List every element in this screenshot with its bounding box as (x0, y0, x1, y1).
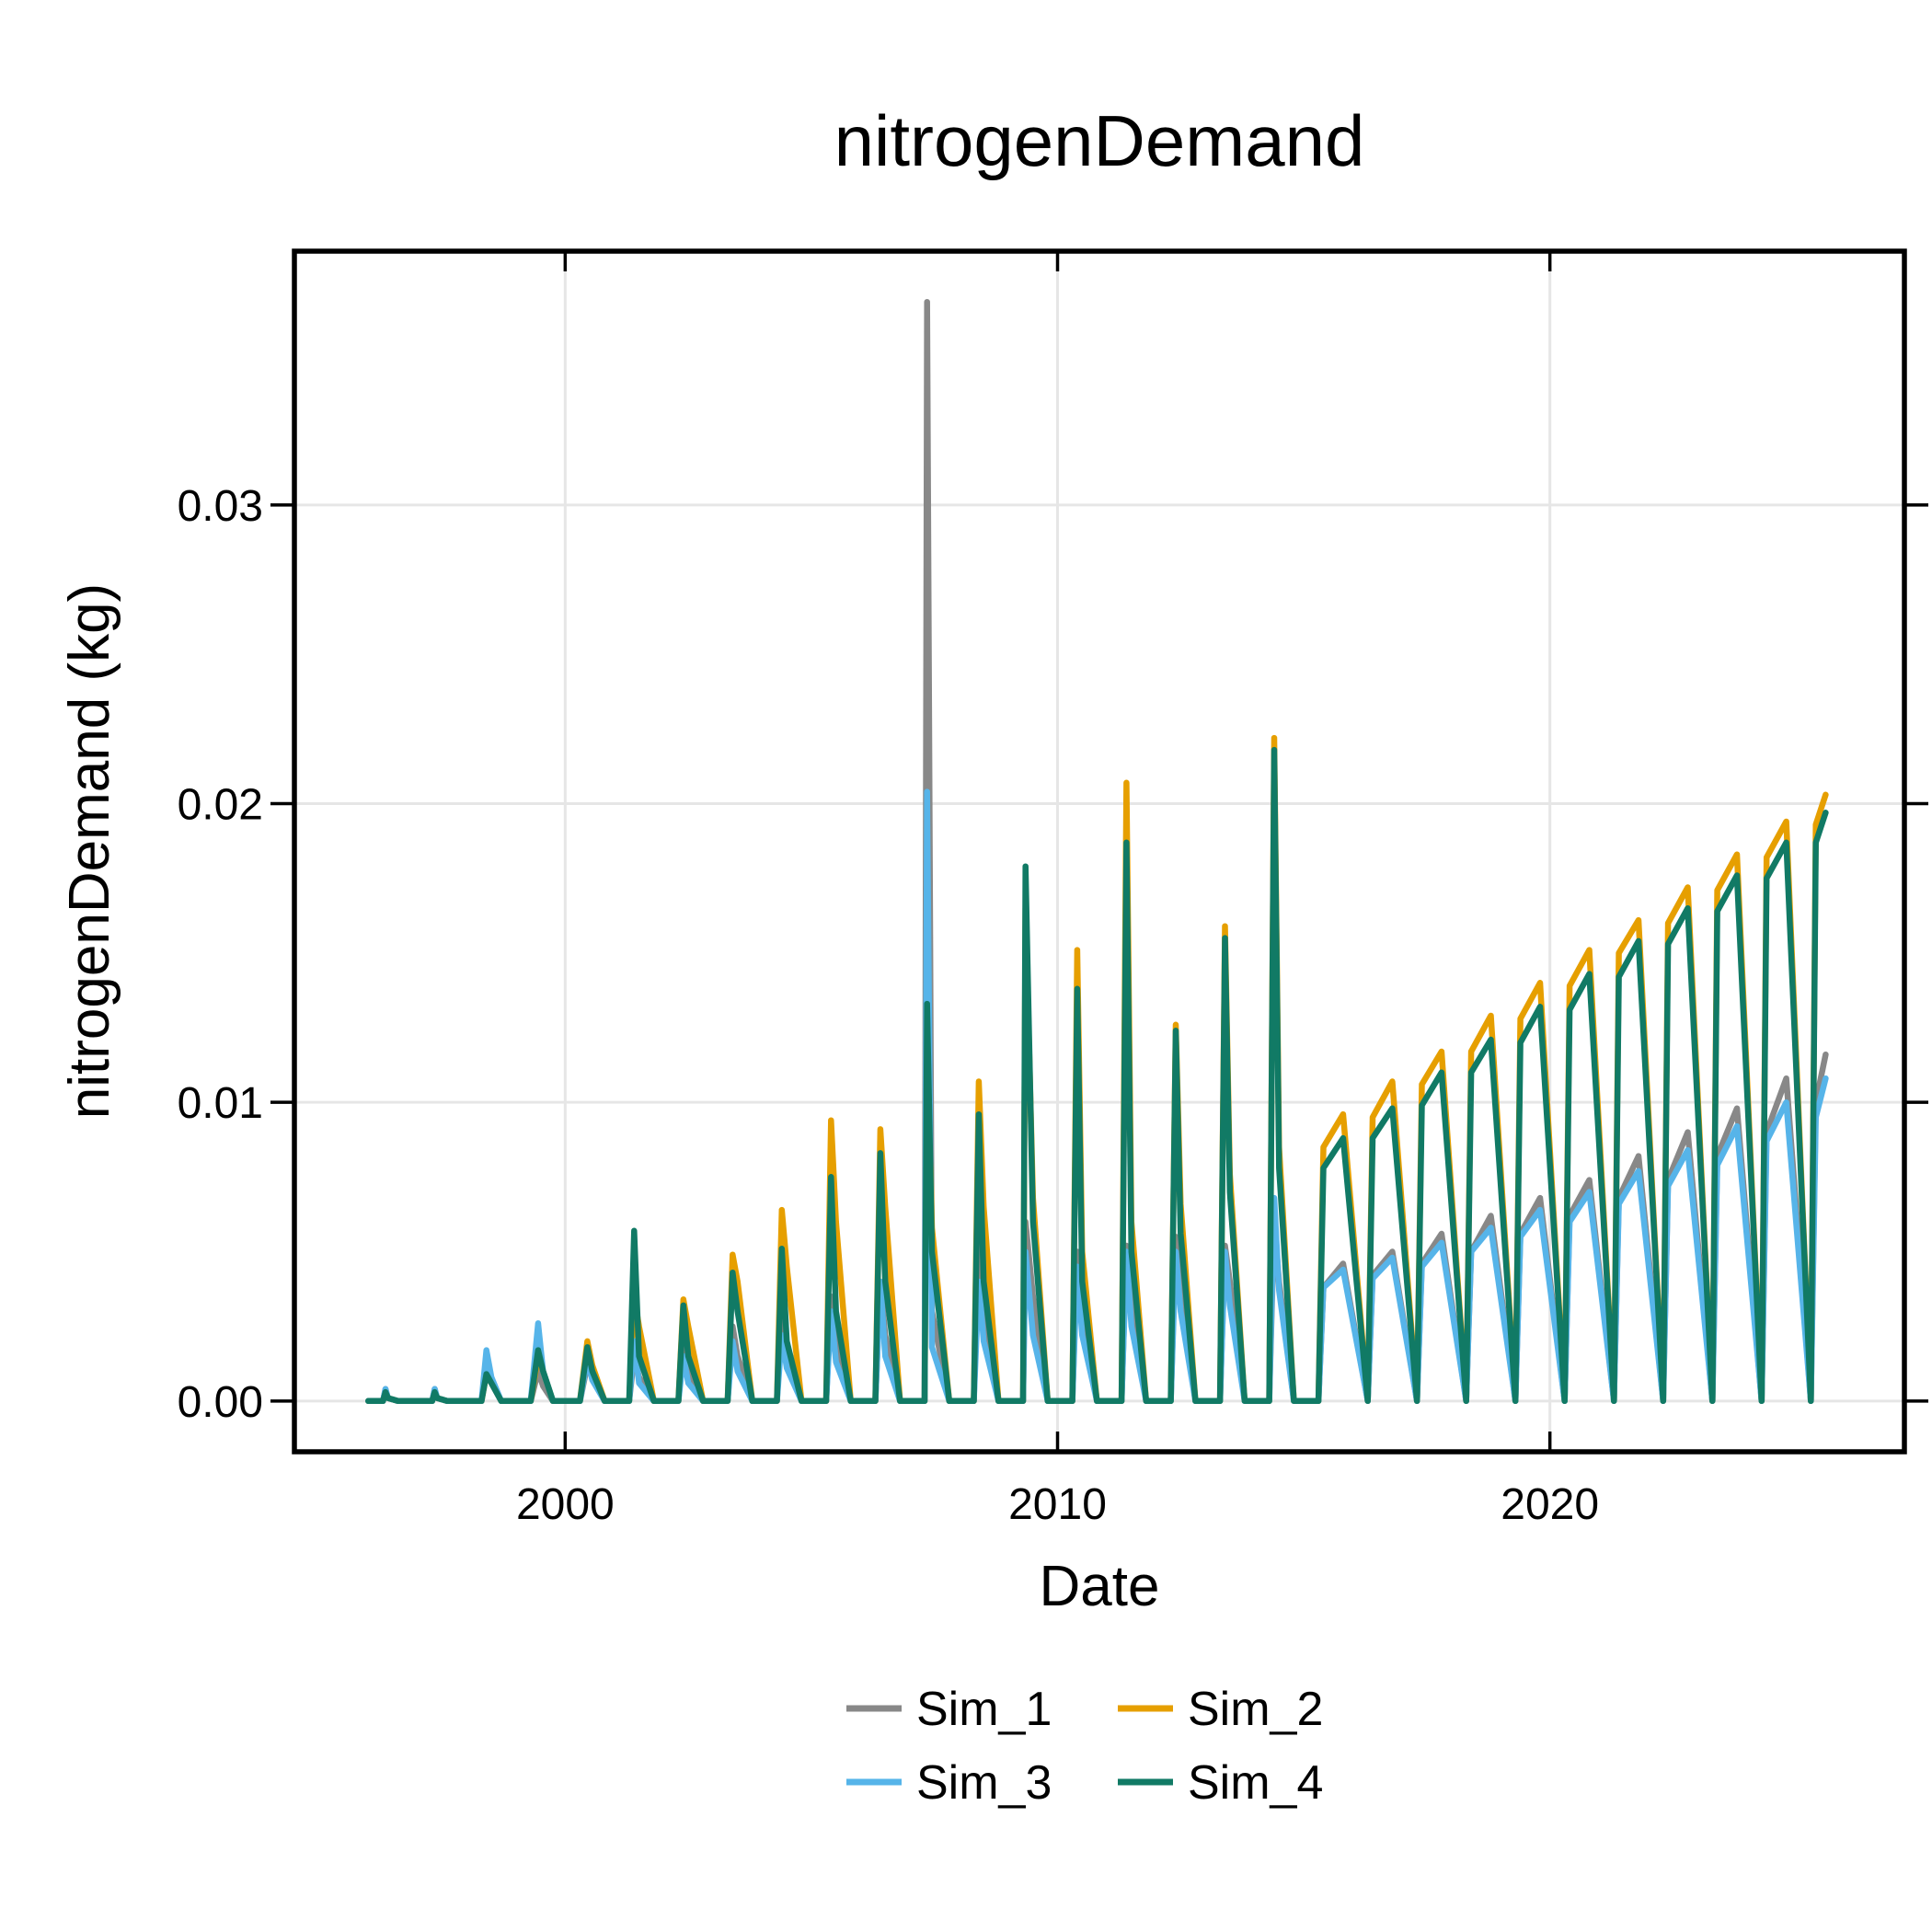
legend-item: Sim_4 (1118, 1756, 1323, 1810)
legend-item: Sim_2 (1118, 1683, 1323, 1736)
legend-label: Sim_3 (916, 1756, 1052, 1810)
y-tick-label: 0.03 (178, 482, 263, 531)
x-tick-label: 2000 (516, 1480, 615, 1529)
x-axis-label: Date (1040, 1555, 1160, 1618)
axis-ticks: 2000 2010 2020 0.00 0.01 0.02 0.03 (178, 251, 1928, 1529)
legend: Sim_1 Sim_2 Sim_3 Sim_4 (846, 1683, 1323, 1810)
x-tick-label: 2010 (1008, 1480, 1107, 1529)
series-line-sim-4 (365, 746, 1829, 1405)
series-lines (365, 298, 1829, 1405)
legend-label: Sim_1 (916, 1683, 1052, 1736)
legend-label: Sim_4 (1188, 1756, 1323, 1810)
chart-title: nitrogenDemand (834, 100, 1365, 181)
legend-label: Sim_2 (1188, 1683, 1323, 1736)
x-tick-label: 2020 (1501, 1480, 1599, 1529)
y-tick-label: 0.00 (178, 1378, 263, 1427)
y-tick-label: 0.01 (178, 1079, 263, 1128)
legend-item: Sim_3 (846, 1756, 1052, 1810)
legend-item: Sim_1 (846, 1683, 1052, 1736)
plot-frame (292, 248, 1907, 1455)
y-axis-label: nitrogenDemand (kg) (58, 583, 121, 1119)
y-tick-label: 0.02 (178, 781, 263, 830)
